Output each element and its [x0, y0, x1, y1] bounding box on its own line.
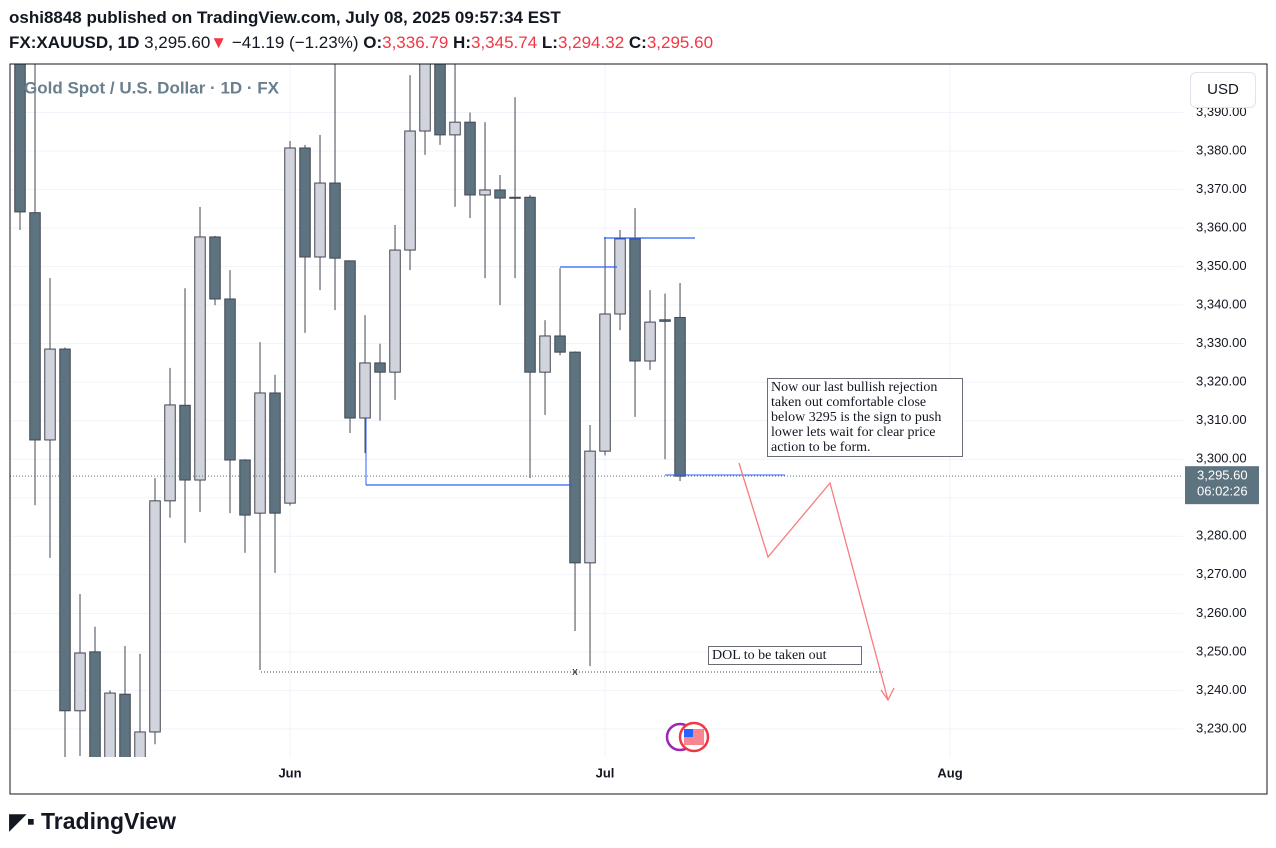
candle-body [449, 121, 461, 136]
l: 3,294.32 [557, 33, 625, 52]
y-tick-label: 3,230.00 [1196, 720, 1247, 735]
y-tick-label: 3,340.00 [1196, 297, 1247, 312]
candle-body [269, 392, 281, 514]
y-tick-label: 3,330.00 [1196, 335, 1247, 350]
candle-body [479, 189, 491, 196]
candle-body [239, 459, 251, 516]
currency-button[interactable]: USD [1190, 72, 1256, 108]
candle-body [134, 731, 146, 757]
candle-body [374, 362, 386, 373]
projection [738, 462, 889, 701]
published-line: oshi8848 published on TradingView.com, J… [9, 8, 561, 28]
h: 3,345.74 [471, 33, 538, 52]
chart-title: Gold Spot / U.S. Dollar · 1D · FX [24, 78, 280, 97]
candle-body [59, 348, 71, 712]
candle-body [89, 651, 101, 757]
candle-body [629, 238, 641, 362]
c-label: C: [628, 33, 647, 52]
candle-body [419, 64, 431, 132]
last: 3,295.60 [144, 33, 211, 52]
y-tick-label: 3,320.00 [1196, 374, 1247, 389]
candle-body [554, 335, 566, 353]
candle-body [29, 212, 41, 441]
candle-body [194, 236, 206, 481]
logo-text: TradingView [41, 808, 177, 834]
y-tick-label: 3,240.00 [1196, 682, 1247, 697]
y-tick-label: 3,280.00 [1196, 528, 1247, 543]
candle-body [569, 351, 581, 564]
flags [665, 721, 710, 753]
candles [10, 64, 1183, 757]
price-label: 3,295.60 [1197, 468, 1248, 483]
candle-body [284, 147, 296, 504]
candle-body [509, 196, 521, 199]
drawings: x [261, 237, 895, 702]
candle-body [644, 321, 656, 362]
candle-body [599, 313, 611, 452]
candle-body [314, 182, 326, 258]
candle-body [404, 130, 416, 251]
price-badge [1185, 466, 1259, 505]
y-tick-label: 3,250.00 [1196, 643, 1247, 658]
candle-body [464, 121, 476, 196]
candle-body [74, 652, 86, 712]
candle-body [584, 450, 596, 564]
candle-body [674, 317, 686, 477]
candle-body [44, 348, 56, 441]
candle-body [149, 500, 161, 733]
candle-body [389, 249, 401, 373]
y-tick-label: 3,270.00 [1196, 566, 1247, 581]
logo: ◤▪ TradingView [9, 808, 176, 835]
c: 3,295.60 [646, 33, 714, 52]
candle-body [539, 335, 551, 373]
candle-body [659, 319, 671, 322]
marker: x [572, 666, 578, 678]
arrow: ▼ [210, 33, 228, 52]
candle-body [14, 64, 26, 213]
candle-body [524, 196, 536, 373]
candle-body [209, 236, 221, 300]
frame [9, 63, 1268, 795]
l-label: L: [541, 33, 558, 52]
dol-note: DOL to be taken out [708, 646, 862, 665]
y-tick-label: 3,370.00 [1196, 181, 1247, 196]
candle-body [494, 189, 506, 199]
x-tick-label: Jun [278, 765, 301, 780]
candle-body [299, 147, 311, 258]
y-tick-label: 3,350.00 [1196, 258, 1247, 273]
o: 3,336.79 [382, 33, 449, 52]
change: −41.19 (−1.23%) [231, 33, 359, 52]
candle-body [104, 692, 116, 757]
candle-body [614, 238, 626, 315]
y-tick-label: 3,360.00 [1196, 220, 1247, 235]
x-tick-label: Jul [596, 765, 615, 780]
y-tick-label: 3,380.00 [1196, 142, 1247, 157]
note: Now our last bullish rejection taken out… [767, 378, 963, 457]
candle-body [329, 182, 341, 259]
y-tick-label: 3,300.00 [1196, 451, 1247, 466]
candle-body [119, 693, 131, 757]
candle-body [359, 362, 371, 419]
h-label: H: [453, 33, 471, 52]
y-tick-label: 3,260.00 [1196, 605, 1247, 620]
symbol: FX:XAUUSD, 1D [9, 33, 140, 52]
ohlc-line: FX:XAUUSD, 1D 3,295.60▼ −41.19 (−1.23%) … [9, 33, 713, 53]
countdown: 06:02:26 [1197, 484, 1248, 499]
candle-body [254, 392, 266, 514]
candle-body [344, 260, 356, 419]
o-label: O: [363, 33, 383, 52]
candle-body [164, 404, 176, 502]
candle-body [434, 64, 446, 136]
logo-mark: ◤▪ [9, 808, 35, 834]
candle-body [179, 404, 191, 481]
x-tick-label: Aug [937, 765, 962, 780]
axes: 3,230.00 3,240.00 3,250.00 3,260.00 3,270.00… [278, 104, 1259, 780]
arrow-head [880, 687, 895, 702]
publisher: oshi8848 published on TradingView.com, J… [9, 8, 561, 27]
y-tick-label: 3,310.00 [1196, 412, 1247, 427]
candle-body [224, 298, 236, 461]
